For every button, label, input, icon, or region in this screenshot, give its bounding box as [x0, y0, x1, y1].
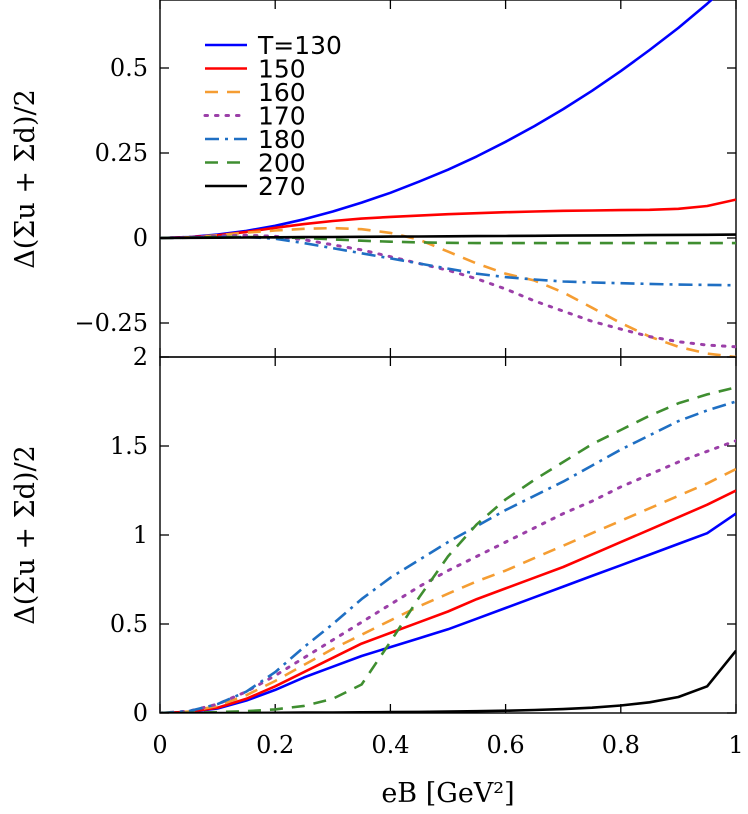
bottom-y-axis-label: Δ(Σu + Σd)/2 [10, 445, 41, 624]
y-tick-label: 1 [133, 521, 148, 549]
y-tick-label: −0.25 [74, 309, 148, 337]
series-line-200 [160, 386, 736, 713]
x-tick-label: 0.2 [256, 731, 294, 759]
x-axis-label: eB [GeV²] [381, 778, 514, 809]
x-tick-label: 0.4 [371, 731, 409, 759]
series-line-270 [160, 233, 736, 240]
bottom-series-group [160, 386, 736, 713]
y-tick-label: 0 [133, 224, 148, 252]
legend-label: 160 [258, 78, 306, 107]
series-line-170 [160, 439, 736, 713]
top-x-ticks [159, 0, 737, 357]
y-tick-label: 0 [133, 699, 148, 727]
legend-label: T=130 [257, 31, 342, 60]
y-tick-label: 0.5 [110, 54, 148, 82]
x-tick-label: 0.8 [602, 731, 640, 759]
series-line-180 [160, 400, 736, 713]
y-tick-label: 0.25 [95, 139, 148, 167]
top-plot-frame [159, 0, 737, 358]
legend-label: 200 [258, 149, 306, 178]
top-y-ticks: −0.25 0 0.25 0.5 [74, 54, 736, 337]
series-line-t130 [160, 0, 714, 240]
series-line-160 [160, 226, 736, 357]
bottom-panel: 0 0.5 1 1.5 2 0 0.2 0.4 0.6 0.8 1 Δ(Σu + Σd)/2 eB… [10, 343, 744, 809]
x-tick-label: 0 [152, 731, 167, 759]
series-line-150 [160, 198, 736, 240]
legend-label: 150 [258, 55, 306, 84]
y-tick-label: 1.5 [110, 432, 148, 460]
bottom-plot-frame [159, 356, 737, 714]
legend-label: 170 [258, 102, 306, 131]
series-line-170 [160, 233, 736, 349]
top-series-group [160, 0, 736, 357]
legend-label: 270 [258, 172, 306, 201]
series-line-150 [160, 489, 736, 713]
series-line-160 [160, 467, 736, 713]
y-tick-label: 2 [133, 343, 148, 371]
top-y-axis-label: Δ(Σu + Σd)/2 [10, 89, 41, 268]
bottom-x-ticks: 0 0.2 0.4 0.6 0.8 1 [152, 357, 744, 759]
bottom-y-ticks: 0 0.5 1 1.5 2 [110, 343, 736, 727]
y-tick-label: 0.5 [110, 610, 148, 638]
legend-label: 180 [258, 125, 306, 154]
x-tick-label: 0.6 [487, 731, 525, 759]
series-line-270 [160, 649, 736, 713]
x-tick-label: 1 [728, 731, 743, 759]
series-line-130 [160, 512, 736, 713]
